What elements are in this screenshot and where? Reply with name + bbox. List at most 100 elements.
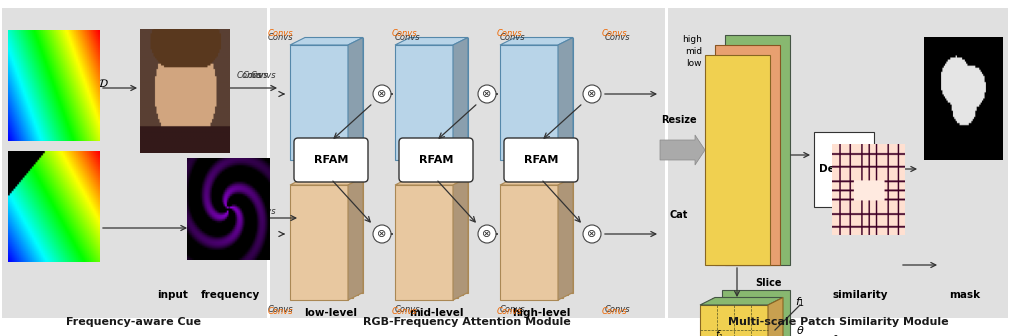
FancyBboxPatch shape [304,38,363,153]
Text: ⊗: ⊗ [482,89,491,99]
Polygon shape [499,38,572,45]
Text: Convs: Convs [237,201,263,210]
Text: Convs: Convs [267,307,292,317]
FancyBboxPatch shape [404,180,463,295]
Text: Convs: Convs [267,29,292,38]
Circle shape [582,85,601,103]
Text: Convs: Convs [604,305,629,314]
Text: RGB-Frequency Attention Module: RGB-Frequency Attention Module [363,317,570,327]
Text: Convs: Convs [267,33,292,42]
FancyBboxPatch shape [299,40,358,155]
FancyBboxPatch shape [722,290,790,336]
Text: Convs: Convs [394,33,420,42]
FancyBboxPatch shape [503,138,577,182]
FancyBboxPatch shape [290,45,348,160]
FancyBboxPatch shape [409,38,467,153]
Polygon shape [453,177,467,300]
Text: Convs: Convs [498,33,525,42]
FancyBboxPatch shape [705,55,769,265]
Text: Convs: Convs [267,305,292,314]
FancyBboxPatch shape [515,177,572,293]
Text: RFAM: RFAM [524,155,558,165]
Text: frequency: frequency [200,290,260,300]
Text: Slice: Slice [754,278,780,288]
Text: Convs: Convs [601,29,626,38]
Text: Convs: Convs [250,71,276,80]
Circle shape [477,85,495,103]
Text: ⊗: ⊗ [482,229,491,239]
Text: ⊗: ⊗ [586,89,596,99]
Text: Convs: Convs [498,305,525,314]
FancyBboxPatch shape [712,297,779,336]
FancyBboxPatch shape [404,40,463,155]
Text: high-level: high-level [512,308,569,318]
Text: Convs: Convs [394,305,420,314]
Polygon shape [700,297,783,305]
FancyBboxPatch shape [295,182,353,297]
FancyBboxPatch shape [394,45,453,160]
Polygon shape [453,38,467,160]
FancyBboxPatch shape [510,40,567,155]
Text: mid: mid [684,47,702,56]
Text: input: input [158,290,188,300]
Polygon shape [394,177,467,185]
Polygon shape [499,177,572,185]
Circle shape [373,225,390,243]
FancyBboxPatch shape [294,138,368,182]
Text: $\mathcal{D}^{-1}$: $\mathcal{D}^{-1}$ [203,215,222,229]
Circle shape [582,225,601,243]
FancyBboxPatch shape [399,182,458,297]
Text: Resize: Resize [660,115,697,125]
FancyBboxPatch shape [295,42,353,158]
FancyBboxPatch shape [515,38,572,153]
Polygon shape [394,38,467,45]
FancyBboxPatch shape [724,35,790,265]
Text: Convs: Convs [601,307,626,317]
Text: ⊗: ⊗ [586,229,596,239]
Text: $f_1$: $f_1$ [715,328,724,336]
FancyBboxPatch shape [394,185,453,300]
FancyBboxPatch shape [510,180,567,295]
Text: Decoder: Decoder [819,164,867,174]
Text: $\mathcal{D}$: $\mathcal{D}$ [97,77,108,89]
FancyBboxPatch shape [715,45,779,265]
Polygon shape [290,38,363,45]
FancyBboxPatch shape [700,305,767,336]
Text: high: high [681,36,702,44]
FancyBboxPatch shape [409,177,467,293]
Text: ⊗: ⊗ [377,229,386,239]
Polygon shape [290,177,363,185]
Text: Cat: Cat [669,210,687,220]
FancyBboxPatch shape [304,177,363,293]
FancyBboxPatch shape [299,180,358,295]
Text: RFAM: RFAM [313,155,348,165]
Text: mid-level: mid-level [408,308,463,318]
FancyArrow shape [659,135,705,165]
FancyBboxPatch shape [504,42,562,158]
FancyBboxPatch shape [499,45,557,160]
Text: Frequency-aware Cue: Frequency-aware Cue [67,317,201,327]
FancyBboxPatch shape [399,42,458,158]
FancyBboxPatch shape [270,8,664,318]
Circle shape [373,85,390,103]
FancyBboxPatch shape [504,182,562,297]
Text: low: low [685,59,702,69]
Text: Convs: Convs [495,29,522,38]
FancyBboxPatch shape [499,185,557,300]
Text: ⊗: ⊗ [377,89,386,99]
Polygon shape [348,38,363,160]
FancyBboxPatch shape [2,8,267,318]
Polygon shape [557,38,572,160]
Text: mask: mask [948,290,980,300]
Text: $\mathcal{F}$: $\mathcal{F}$ [33,179,42,191]
Text: Convs: Convs [250,208,276,216]
FancyBboxPatch shape [290,185,348,300]
Text: Convs: Convs [391,29,417,38]
FancyBboxPatch shape [398,138,472,182]
Text: RFAM: RFAM [419,155,453,165]
Text: $\theta$: $\theta$ [795,324,804,336]
Circle shape [477,225,495,243]
Text: similarity: similarity [831,290,887,300]
Text: $f_1$: $f_1$ [794,295,805,309]
Polygon shape [557,177,572,300]
